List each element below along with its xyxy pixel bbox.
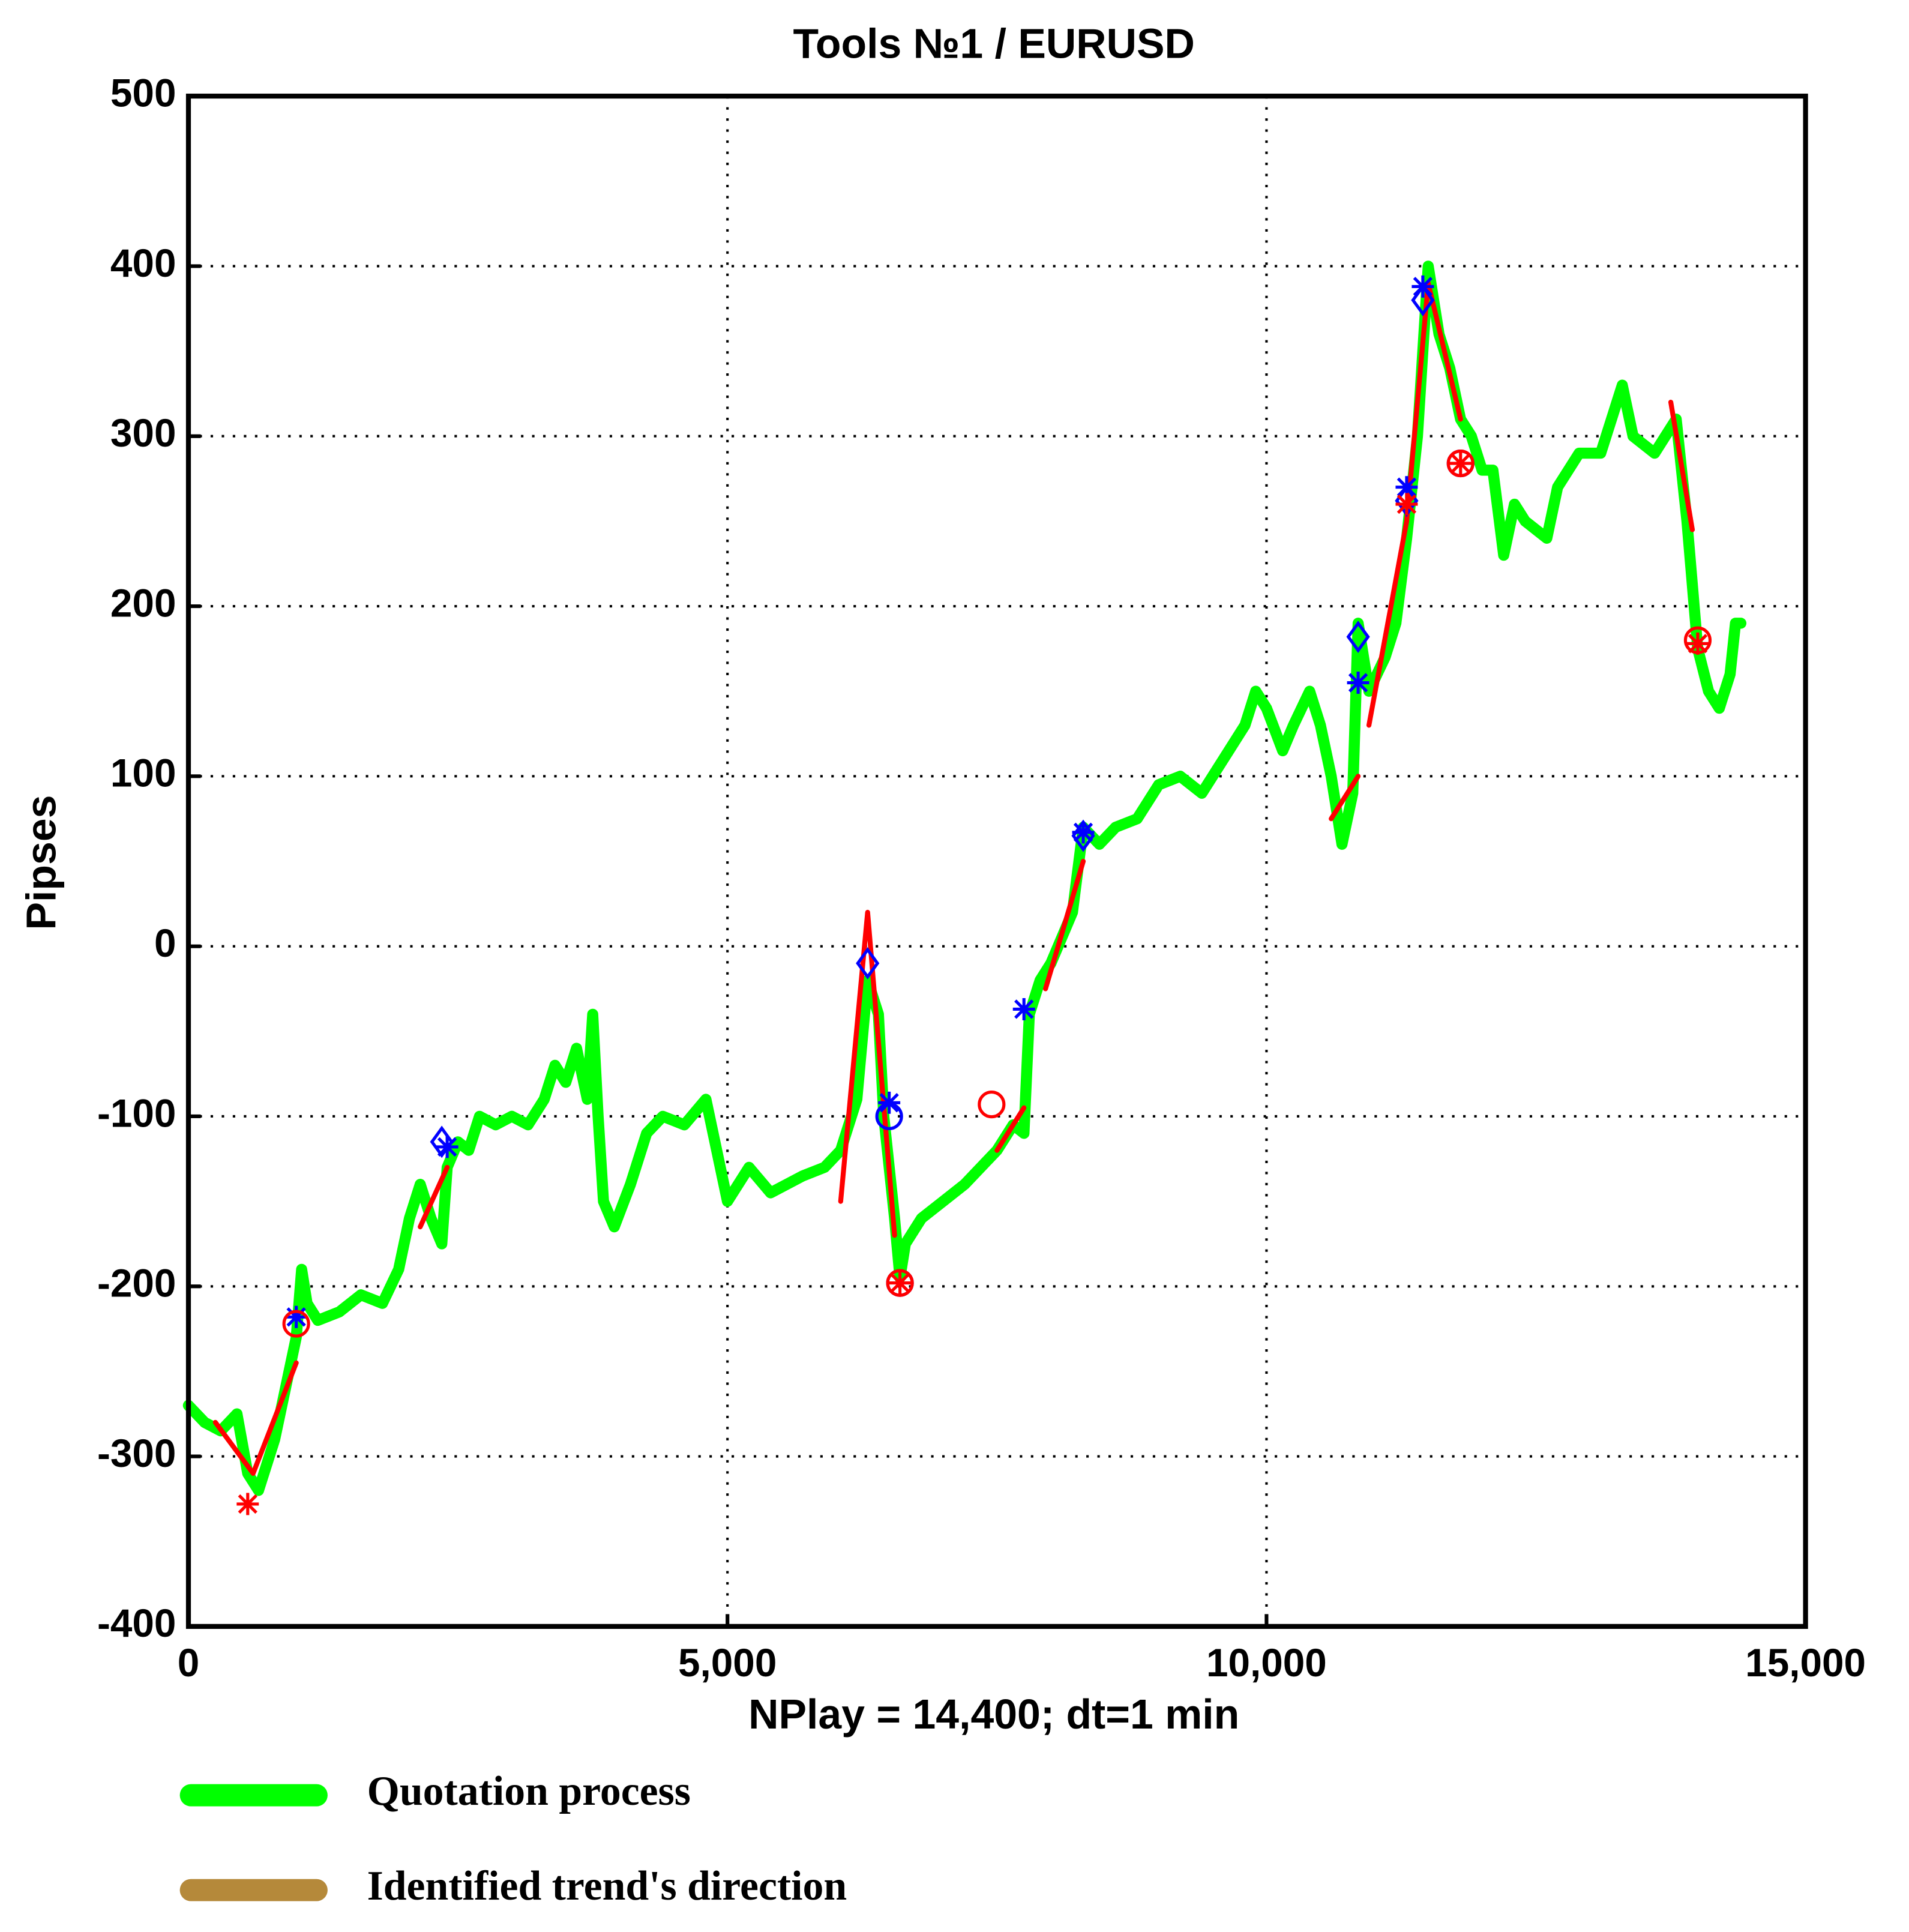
legend-label: Quotation process bbox=[367, 1768, 691, 1814]
x-tick-label: 15,000 bbox=[1745, 1641, 1866, 1685]
y-tick-label: -300 bbox=[97, 1431, 176, 1475]
x-tick-label: 0 bbox=[178, 1641, 200, 1685]
diamond-marker bbox=[1346, 621, 1370, 653]
series-line bbox=[994, 1105, 1027, 1153]
y-tick-label: 400 bbox=[110, 241, 176, 285]
circle-marker bbox=[1446, 449, 1475, 478]
y-tick-label: 500 bbox=[110, 71, 176, 115]
circle-marker bbox=[978, 1091, 1006, 1119]
circle-marker bbox=[282, 1310, 310, 1338]
series-line bbox=[1329, 774, 1361, 822]
y-tick-label: 100 bbox=[110, 751, 176, 795]
plot-frame bbox=[185, 94, 1808, 1629]
y-tick-label: -400 bbox=[97, 1601, 176, 1645]
legend-label: Identified trend's direction bbox=[367, 1863, 847, 1909]
chart-title: Tools №1 / EURUSD bbox=[793, 20, 1194, 67]
star-marker bbox=[1686, 632, 1709, 655]
y-tick-label: -100 bbox=[97, 1091, 176, 1135]
star-marker bbox=[1449, 452, 1472, 475]
circle-marker bbox=[886, 1269, 914, 1297]
y-tick-label: 0 bbox=[154, 921, 176, 965]
diamond-marker bbox=[430, 1125, 454, 1158]
x-tick-label: 5,000 bbox=[678, 1641, 777, 1685]
diamond-marker bbox=[856, 947, 880, 980]
diamond-marker bbox=[1071, 819, 1095, 852]
y-tick-label: -200 bbox=[97, 1262, 176, 1305]
y-axis-label: Pipses bbox=[17, 795, 64, 930]
star-marker bbox=[1347, 672, 1369, 694]
star-marker bbox=[889, 1272, 912, 1295]
series-line bbox=[1366, 280, 1463, 728]
series-line bbox=[1043, 858, 1086, 992]
y-tick-label: 300 bbox=[110, 411, 176, 455]
series-line bbox=[1668, 399, 1695, 532]
series-line bbox=[418, 1164, 450, 1230]
star-marker bbox=[285, 1305, 308, 1328]
star-marker bbox=[1072, 821, 1095, 844]
star-marker bbox=[236, 1493, 259, 1515]
series-line bbox=[212, 1360, 299, 1476]
circle-marker bbox=[875, 1102, 903, 1131]
star-marker bbox=[1395, 493, 1418, 516]
y-tick-label: 200 bbox=[110, 581, 176, 625]
diamond-marker bbox=[1411, 284, 1435, 317]
x-axis-label: NPlay = 14,400; dt=1 min bbox=[748, 1691, 1239, 1738]
star-marker bbox=[1012, 998, 1035, 1020]
x-tick-label: 10,000 bbox=[1206, 1641, 1327, 1685]
series-line bbox=[182, 260, 1747, 1496]
